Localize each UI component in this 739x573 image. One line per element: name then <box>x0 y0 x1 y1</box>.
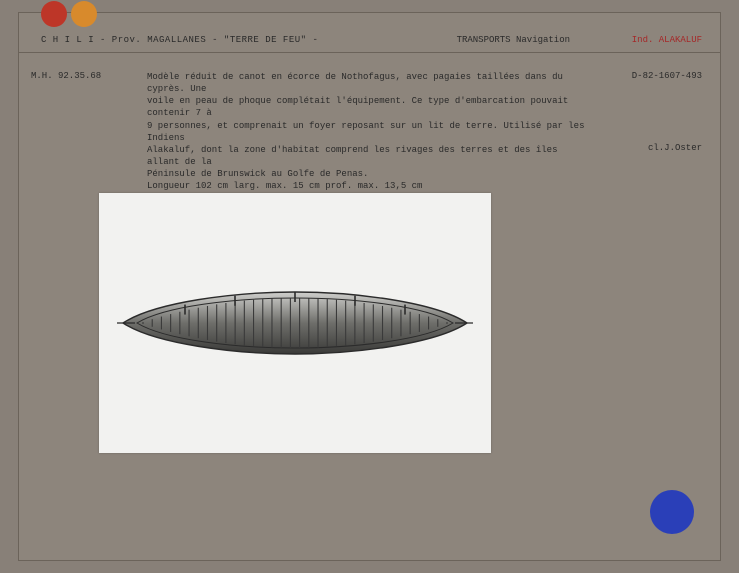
desc-line: Modèle réduit de canot en écorce de Noth… <box>147 71 585 95</box>
canoe-image <box>115 284 475 362</box>
photo-credit: cl.J.Oster <box>648 143 702 153</box>
desc-line: voile en peau de phoque complétait l'équ… <box>147 95 585 119</box>
header-category: TRANSPORTS Navigation <box>457 35 570 45</box>
punch-hole-red <box>41 1 67 27</box>
header-indigenous: Ind. ALAKALUF <box>632 35 702 45</box>
description-block: Modèle réduit de canot en écorce de Noth… <box>147 71 585 207</box>
desc-line: Longueur 102 cm larg. max. 15 cm prof. m… <box>147 180 585 192</box>
blue-sticker <box>650 490 694 534</box>
reference-right: D-82-1607-493 <box>632 71 702 81</box>
header-row: C H I L I - Prov. MAGALLANES - "TERRE DE… <box>19 35 720 53</box>
punch-hole-orange <box>71 1 97 27</box>
desc-line: Péninsule de Brunswick au Golfe de Penas… <box>147 168 585 180</box>
archive-card: C H I L I - Prov. MAGALLANES - "TERRE DE… <box>18 12 721 561</box>
reference-left: M.H. 92.35.68 <box>31 71 101 81</box>
header-location: C H I L I - Prov. MAGALLANES - "TERRE DE… <box>41 35 318 45</box>
photo-frame <box>99 193 491 453</box>
desc-line: Alakaluf, dont la zone d'habitat compren… <box>147 144 585 168</box>
desc-line: 9 personnes, et comprenait un foyer repo… <box>147 120 585 144</box>
